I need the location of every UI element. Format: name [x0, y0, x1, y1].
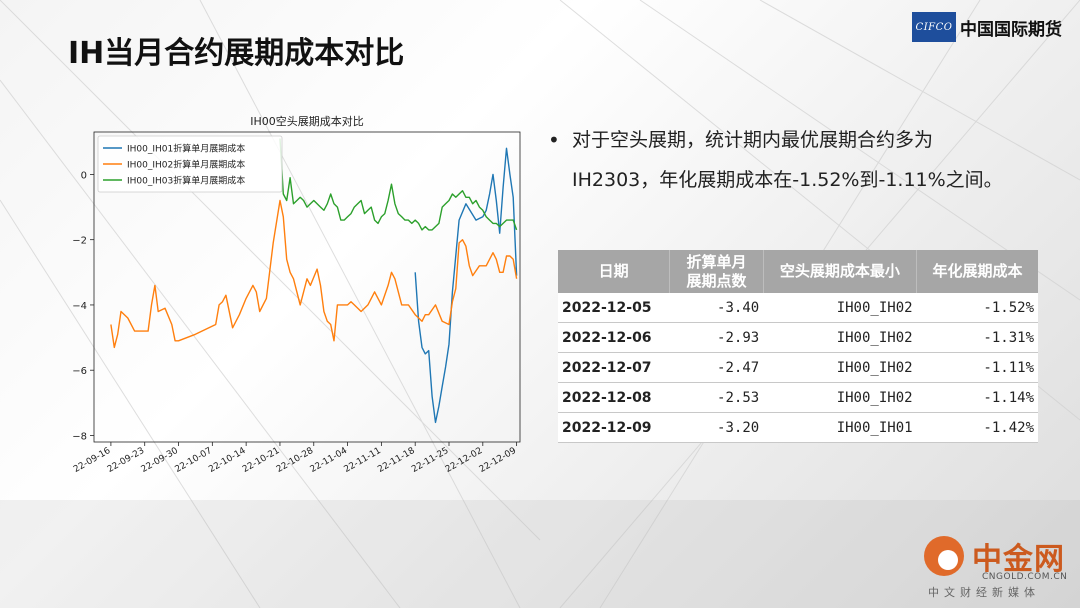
- cell-points: -2.53: [669, 382, 764, 413]
- cell-annual-cost: -1.42%: [916, 412, 1038, 443]
- header-points: 折算单月 展期点数: [669, 250, 764, 293]
- x-tick-label: 22-10-07: [173, 446, 213, 475]
- x-tick-label: 22-11-04: [309, 446, 350, 475]
- cell-contract: IH00_IH02: [763, 382, 917, 413]
- series-line-3: [279, 138, 518, 231]
- watermark-name: 中金网: [972, 542, 1065, 577]
- cell-annual-cost: -1.11%: [916, 352, 1038, 383]
- legend-box: [97, 135, 283, 193]
- y-tick-label: −2: [72, 236, 87, 247]
- cell-points: -2.93: [669, 322, 764, 353]
- roll-cost-table: 日期 折算单月 展期点数 空头展期成本最小 年化展期成本 2022-12-05-…: [558, 250, 1038, 443]
- cell-contract: IH00_IH02: [763, 352, 917, 383]
- company-logo: CIFCO 中国国际期货: [912, 10, 1062, 44]
- series-line-1: [414, 147, 518, 424]
- table-row: 2022-12-08 -2.53 IH00_IH02 -1.14%: [558, 382, 1038, 413]
- x-tick-label: 22-10-28: [275, 446, 316, 475]
- x-tick-label: 22-09-23: [106, 446, 146, 475]
- cell-date: 2022-12-07: [558, 352, 670, 383]
- cell-points: -2.47: [669, 352, 764, 383]
- header-annual-cost: 年化展期成本: [916, 250, 1038, 293]
- cifco-mark: CIFCO: [912, 12, 956, 42]
- cell-date: 2022-12-08: [558, 382, 670, 413]
- header-min-contract: 空头展期成本最小: [763, 250, 918, 293]
- company-name: 中国国际期货: [960, 19, 1062, 40]
- table-header-row: 日期 折算单月 展期点数 空头展期成本最小 年化展期成本: [558, 250, 1038, 293]
- slide-title: IH当月合约展期成本对比: [68, 36, 405, 71]
- cngold-watermark: 中金网 CNGOLD.COM.CN 中文财经新媒体: [920, 532, 1070, 602]
- x-tick-label: 22-09-30: [140, 446, 181, 475]
- header-date: 日期: [558, 250, 671, 293]
- bullet-text-line-1: 对于空头展期，统计期内最优展期合约多为: [572, 129, 934, 151]
- header-points-text: 折算单月 展期点数: [686, 252, 747, 290]
- x-tick-label: 22-11-25: [410, 446, 450, 475]
- legend-label: IH00_IH02折算单月展期成本: [127, 159, 245, 171]
- cell-contract: IH00_IH01: [763, 412, 917, 443]
- cell-date: 2022-12-09: [558, 412, 670, 443]
- x-tick-label: 22-10-21: [241, 446, 281, 475]
- table-row: 2022-12-09 -3.20 IH00_IH01 -1.42%: [558, 412, 1038, 443]
- plot-frame: [93, 131, 521, 443]
- chart-canvas: IH00空头展期成本对比0−2−4−6−822-09-1622-09-2322-…: [72, 114, 521, 475]
- cell-contract: IH00_IH02: [763, 322, 917, 353]
- x-tick-label: 22-11-18: [376, 446, 417, 475]
- legend-label: IH00_IH01折算单月展期成本: [127, 143, 245, 155]
- x-tick-label: 22-09-16: [72, 446, 113, 475]
- roll-cost-chart: IH00空头展期成本对比 0 −2 −4 −6 −8 22-09-16 22-09-23 22-…: [56, 112, 542, 492]
- cell-contract: IH00_IH02: [763, 293, 917, 323]
- bullet-text-line-2: IH2303，年化展期成本在-1.52%到-1.11%之间。: [572, 169, 1003, 191]
- x-tick-label: 22-11-11: [342, 446, 382, 475]
- cell-annual-cost: -1.52%: [916, 293, 1038, 323]
- watermark-url: CNGOLD.COM.CN: [982, 572, 1068, 582]
- cell-annual-cost: -1.31%: [916, 322, 1038, 353]
- table-row: 2022-12-07 -2.47 IH00_IH02 -1.11%: [558, 352, 1038, 383]
- y-tick-label: −8: [72, 431, 87, 442]
- x-tick-label: 22-10-14: [207, 446, 248, 475]
- y-tick-label: −4: [72, 301, 87, 312]
- x-tick-label: 22-12-09: [478, 446, 519, 475]
- cell-points: -3.40: [669, 293, 764, 323]
- watermark-subtitle: 中文财经新媒体: [928, 586, 1040, 599]
- y-tick-label: −6: [72, 366, 87, 377]
- cell-annual-cost: -1.14%: [916, 382, 1038, 413]
- x-tick-label: 22-12-02: [444, 446, 484, 475]
- cngold-logo-icon: [924, 536, 964, 576]
- series-line-2: [110, 199, 518, 349]
- cell-date: 2022-12-06: [558, 322, 670, 353]
- y-tick-label: 0: [81, 170, 87, 181]
- table-row: 2022-12-05 -3.40 IH00_IH02 -1.52%: [558, 293, 1038, 323]
- chart-title: IH00空头展期成本对比: [250, 114, 364, 128]
- cell-points: -3.20: [669, 412, 764, 443]
- legend-label: IH00_IH03折算单月展期成本: [127, 175, 245, 187]
- table-row: 2022-12-06 -2.93 IH00_IH02 -1.31%: [558, 322, 1038, 353]
- bullet-dot-icon: •: [548, 128, 560, 152]
- cell-date: 2022-12-05: [558, 293, 670, 323]
